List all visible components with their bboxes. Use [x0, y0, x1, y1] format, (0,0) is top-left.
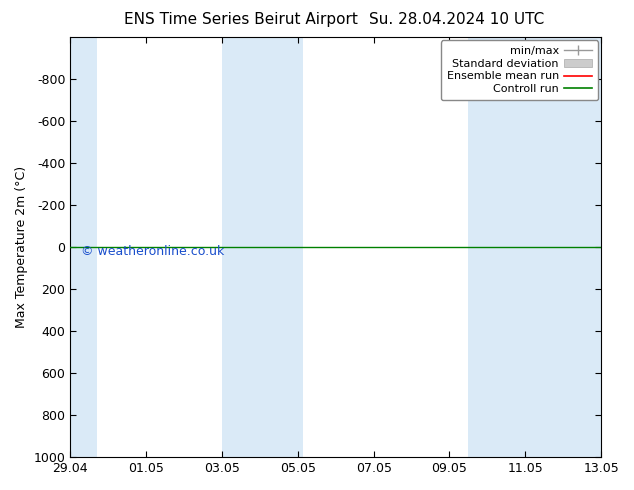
Text: ENS Time Series Beirut Airport: ENS Time Series Beirut Airport — [124, 12, 358, 27]
Bar — [469, 37, 607, 457]
Text: Su. 28.04.2024 10 UTC: Su. 28.04.2024 10 UTC — [369, 12, 544, 27]
Y-axis label: Max Temperature 2m (°C): Max Temperature 2m (°C) — [15, 166, 28, 328]
Legend: min/max, Standard deviation, Ensemble mean run, Controll run: min/max, Standard deviation, Ensemble me… — [441, 40, 598, 100]
Text: © weatheronline.co.uk: © weatheronline.co.uk — [81, 245, 224, 258]
Bar — [65, 37, 97, 457]
Bar — [222, 37, 304, 457]
